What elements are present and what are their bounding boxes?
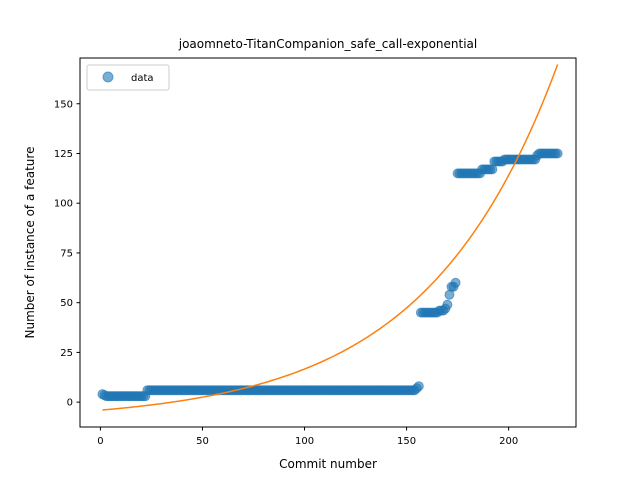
legend-marker-data	[103, 72, 113, 82]
x-tick-label: 0	[97, 436, 103, 447]
chart-title: joaomneto-TitanCompanion_safe_call-expon…	[178, 37, 478, 51]
y-tick-label: 0	[67, 398, 73, 409]
x-tick-label: 150	[397, 436, 416, 447]
legend-label-data: data	[131, 73, 154, 84]
x-tick-label: 200	[499, 436, 518, 447]
legend: data	[87, 65, 169, 90]
y-tick-label: 50	[60, 298, 73, 309]
y-tick-label: 100	[54, 199, 73, 210]
y-tick-label: 75	[60, 248, 73, 259]
y-tick-label: 125	[54, 149, 73, 160]
data-point	[414, 382, 423, 391]
x-tick-label: 100	[295, 436, 314, 447]
y-tick-label: 150	[54, 99, 73, 110]
x-tick-label: 50	[196, 436, 209, 447]
data-point	[553, 149, 562, 158]
legend-box	[87, 65, 169, 90]
y-tick-label: 25	[60, 348, 73, 359]
y-axis-label: Number of instance of a feature	[23, 147, 37, 339]
data-point	[451, 278, 460, 287]
data-point	[443, 300, 452, 309]
x-axis-label: Commit number	[279, 457, 377, 471]
